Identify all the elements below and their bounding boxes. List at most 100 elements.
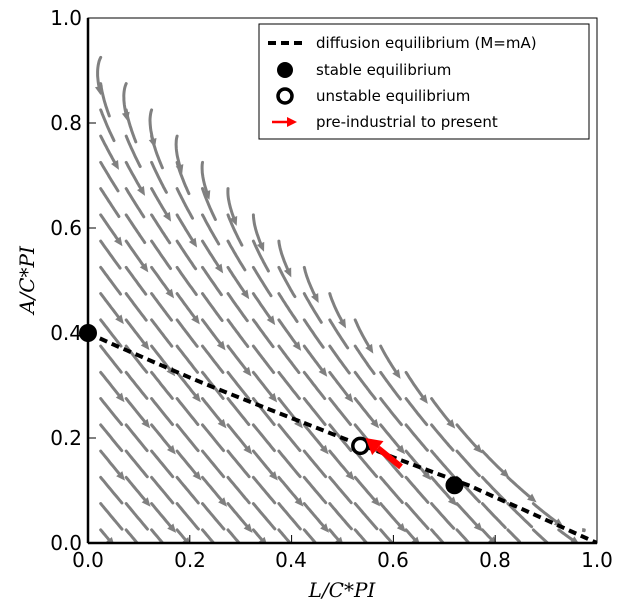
- streamline: [150, 397, 174, 426]
- streamline: [175, 370, 200, 400]
- streamline-arrowhead: [243, 523, 253, 533]
- streamline: [99, 108, 116, 143]
- streamline-arrowhead: [396, 444, 406, 455]
- streamline-arrowhead: [311, 293, 319, 303]
- streamline: [328, 397, 352, 426]
- unstable-equilibrium-point: [351, 436, 370, 456]
- streamline: [430, 502, 456, 530]
- streamline: [251, 213, 264, 249]
- streamline: [506, 475, 535, 501]
- streamline-arrowhead: [191, 314, 200, 325]
- streamline: [277, 449, 302, 479]
- streamline: [175, 265, 198, 296]
- streamline-arrowhead: [292, 341, 302, 351]
- streamline-arrowhead: [165, 288, 175, 299]
- y-tick-label: 0.6: [50, 216, 82, 240]
- streamline-arrowhead: [192, 471, 202, 481]
- streamline-arrowhead: [141, 497, 151, 507]
- streamline: [226, 423, 251, 453]
- streamline: [404, 397, 429, 427]
- streamline-arrowhead: [111, 160, 119, 170]
- streamline: [124, 187, 146, 219]
- streamline: [150, 187, 170, 219]
- streamline: [353, 370, 377, 401]
- streamline: [379, 397, 403, 427]
- streamline-arrowhead: [446, 419, 456, 429]
- streamline-arrowhead: [473, 522, 483, 532]
- streamline: [99, 423, 124, 453]
- streamline-arrowhead: [115, 392, 125, 403]
- streamline: [251, 344, 276, 374]
- streamline-arrowhead: [527, 493, 537, 503]
- streamline: [302, 397, 327, 426]
- streamline-arrowhead: [202, 190, 211, 200]
- legend: diffusion equilibrium (M=mA) stable equi…: [258, 23, 590, 140]
- streamline: [226, 213, 244, 247]
- streamline: [124, 292, 148, 322]
- streamline: [302, 292, 323, 324]
- streamline: [251, 502, 277, 531]
- streamline: [251, 239, 270, 273]
- streamline-arrowhead: [294, 497, 304, 507]
- x-tick-label: 0.2: [174, 548, 206, 572]
- x-tick-label: 0.8: [479, 548, 511, 572]
- streamline-arrowhead: [140, 340, 150, 351]
- streamline-arrowhead: [115, 314, 124, 325]
- streamline: [277, 423, 302, 452]
- streamline: [124, 423, 149, 453]
- streamline: [379, 423, 404, 452]
- streamline: [302, 265, 318, 300]
- streamline: [353, 344, 376, 375]
- legend-stable-marker: [277, 62, 293, 78]
- streamline: [277, 265, 297, 299]
- streamline: [175, 502, 200, 531]
- streamline: [328, 292, 346, 326]
- streamline: [581, 528, 586, 533]
- streamline: [226, 292, 249, 323]
- streamline: [506, 528, 521, 543]
- streamline-arrowhead: [411, 536, 421, 543]
- streamline: [277, 475, 302, 505]
- streamline: [201, 449, 226, 479]
- streamline: [124, 134, 142, 168]
- streamline-arrowhead: [258, 536, 268, 543]
- streamline: [99, 187, 121, 218]
- streamline-arrowhead: [488, 536, 498, 543]
- streamline: [124, 475, 149, 505]
- streamline-arrowhead: [371, 496, 381, 507]
- streamline: [328, 502, 353, 531]
- streamline: [481, 475, 507, 503]
- streamline: [277, 502, 302, 531]
- streamline: [379, 502, 404, 531]
- streamline: [99, 265, 122, 296]
- streamline-arrowhead: [121, 111, 130, 122]
- streamline: [201, 239, 222, 271]
- tick-marks: [87, 17, 598, 544]
- streamline: [124, 397, 149, 426]
- streamline: [99, 134, 118, 167]
- streamline: [99, 292, 123, 322]
- streamline: [226, 344, 250, 374]
- streamline-arrowhead: [283, 267, 292, 278]
- streamline-arrowhead: [167, 523, 177, 533]
- y-tick-label: 0.2: [50, 426, 82, 450]
- streamline: [175, 449, 200, 479]
- y-tick-label: 0.4: [50, 321, 82, 345]
- x-tick-label: 0.4: [275, 548, 307, 572]
- streamline: [430, 528, 445, 543]
- streamline-arrowhead: [338, 318, 347, 329]
- streamline: [175, 423, 200, 453]
- streamline: [328, 370, 352, 401]
- streamline: [150, 265, 173, 296]
- streamline-arrowhead: [318, 367, 328, 377]
- streamline-arrowhead: [344, 393, 354, 403]
- streamline: [124, 239, 147, 270]
- streamline: [175, 397, 200, 426]
- streamline: [277, 344, 301, 375]
- streamline: [404, 449, 430, 478]
- streamline-arrowhead: [422, 470, 431, 481]
- streamline-arrowhead: [218, 497, 228, 507]
- streamline-arrowhead: [166, 444, 176, 455]
- streamline: [150, 318, 174, 348]
- streamline: [353, 502, 379, 531]
